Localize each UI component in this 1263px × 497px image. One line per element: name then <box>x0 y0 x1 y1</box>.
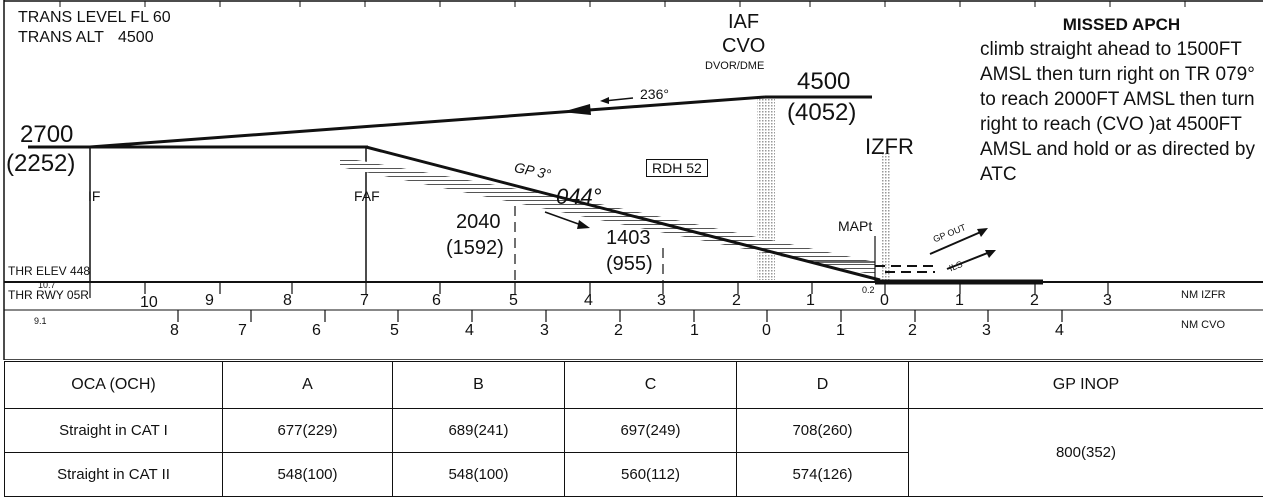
cvo-scale-number: 4 <box>1055 323 1064 339</box>
cvo-scale-number: 3 <box>540 323 549 339</box>
header-cat-d: D <box>737 362 909 409</box>
header-och: OCA (OCH) <box>5 362 223 409</box>
faf-label: FAF <box>354 189 380 203</box>
header-cat-a: A <box>223 362 393 409</box>
table-cell: 708(260) <box>737 409 909 453</box>
cvo-scale-number: 3 <box>982 323 991 339</box>
missed-approach-title: MISSED APCH <box>980 12 1263 37</box>
izfr-label: IZFR <box>865 136 914 158</box>
cvo-scale-number: 1 <box>836 323 845 339</box>
cvo-unit: NM CVO <box>1181 320 1225 331</box>
top-ticks <box>60 1 1185 7</box>
izfr-start-value: 10.7 <box>38 281 56 290</box>
izfr-scale-number: 4 <box>584 293 593 309</box>
cvo-scale-number: 7 <box>238 323 247 339</box>
izfr-scale-number: 10 <box>140 295 158 311</box>
header-cat-c: C <box>565 362 737 409</box>
gp-inop-value: 800(352) <box>909 409 1263 497</box>
izfr-scale-number: 3 <box>1103 293 1112 309</box>
minima-table: OCA (OCH) A B C D GP INOP Straight in CA… <box>4 361 1263 497</box>
header-cat-b: B <box>393 362 565 409</box>
gp-course: 044° <box>556 186 602 208</box>
iaf-label: IAF <box>728 12 759 32</box>
cvo-scale-ticks <box>178 310 1062 322</box>
missed-approach-text: MISSED APCH climb straight ahead to 1500… <box>980 12 1263 187</box>
izfr-scale-number: 7 <box>360 293 369 309</box>
table-cell: 548(100) <box>393 453 565 497</box>
if-label: IF <box>88 189 100 203</box>
iaf-name: CVO <box>722 36 765 56</box>
izfr-scale-number: 1 <box>955 293 964 309</box>
cvo-scale-number: 6 <box>312 323 321 339</box>
cvo-scale-number: 5 <box>390 323 399 339</box>
arrival-arrow <box>562 104 591 115</box>
izfr-scale-number: 2 <box>732 293 741 309</box>
check-1-height: (1592) <box>446 238 504 258</box>
cvo-scale-number: 4 <box>465 323 474 339</box>
missed-approach-instructions: climb straight ahead to 1500FT AMSL then… <box>980 39 1255 185</box>
row-label: Straight in CAT II <box>5 453 223 497</box>
trans-level: TRANS LEVEL FL 60 <box>18 10 171 26</box>
table-cell: 677(229) <box>223 409 393 453</box>
izfr-unit: NM IZFR <box>1181 290 1226 301</box>
table-cell: 560(112) <box>565 453 737 497</box>
table-cell: 697(249) <box>565 409 737 453</box>
cvo-scale-number: 0 <box>762 323 771 339</box>
cvo-scale-number: 2 <box>614 323 623 339</box>
table-row: Straight in CAT I 677(229) 689(241) 697(… <box>5 409 1263 453</box>
table-cell: 689(241) <box>393 409 565 453</box>
arrival-track <box>90 97 765 147</box>
iaf-altitude: 4500 <box>797 70 850 94</box>
mapt-distance: 0.2 <box>862 286 875 295</box>
izfr-scale-number: 2 <box>1030 293 1039 309</box>
izfr-scale-number: 8 <box>283 293 292 309</box>
rdh-box: RDH 52 <box>646 159 708 177</box>
izfr-scale-number: 9 <box>205 293 214 309</box>
thr-rwy: THR RWY 05R <box>8 289 89 301</box>
thr-elev: THR ELEV 448 <box>8 265 90 277</box>
check-1-altitude: 2040 <box>456 212 501 232</box>
cvo-scale-number: 2 <box>908 323 917 339</box>
iaf-type: DVOR/DME <box>705 61 764 72</box>
cvo-start-value: 9.1 <box>34 317 47 326</box>
izfr-scale-number: 5 <box>509 293 518 309</box>
izfr-scale-number: 0 <box>880 293 889 309</box>
minima-header-row: OCA (OCH) A B C D GP INOP <box>5 362 1263 409</box>
if-altitude: 2700 <box>20 123 73 147</box>
izfr-scale-number: 1 <box>806 293 815 309</box>
izfr-beacon-column <box>881 153 890 280</box>
course-236: 236° <box>640 87 669 101</box>
course-236-arrowhead <box>600 97 609 104</box>
header-gp-inop: GP INOP <box>909 362 1263 409</box>
trans-alt-value: 4500 <box>118 30 154 46</box>
cvo-scale-number: 1 <box>690 323 699 339</box>
descent-arrowhead <box>577 220 590 229</box>
trans-alt-label: TRANS ALT <box>18 30 104 46</box>
iaf-altitude-height: (4052) <box>787 101 856 125</box>
if-altitude-height: (2252) <box>6 152 75 176</box>
cvo-scale-number: 8 <box>170 323 179 339</box>
check-2-altitude: 1403 <box>606 228 651 248</box>
check-2-height: (955) <box>606 254 653 274</box>
izfr-scale-number: 3 <box>657 293 666 309</box>
table-cell: 574(126) <box>737 453 909 497</box>
row-label: Straight in CAT I <box>5 409 223 453</box>
izfr-scale-number: 6 <box>432 293 441 309</box>
table-cell: 548(100) <box>223 453 393 497</box>
mapt-label: MAPt <box>838 219 872 233</box>
